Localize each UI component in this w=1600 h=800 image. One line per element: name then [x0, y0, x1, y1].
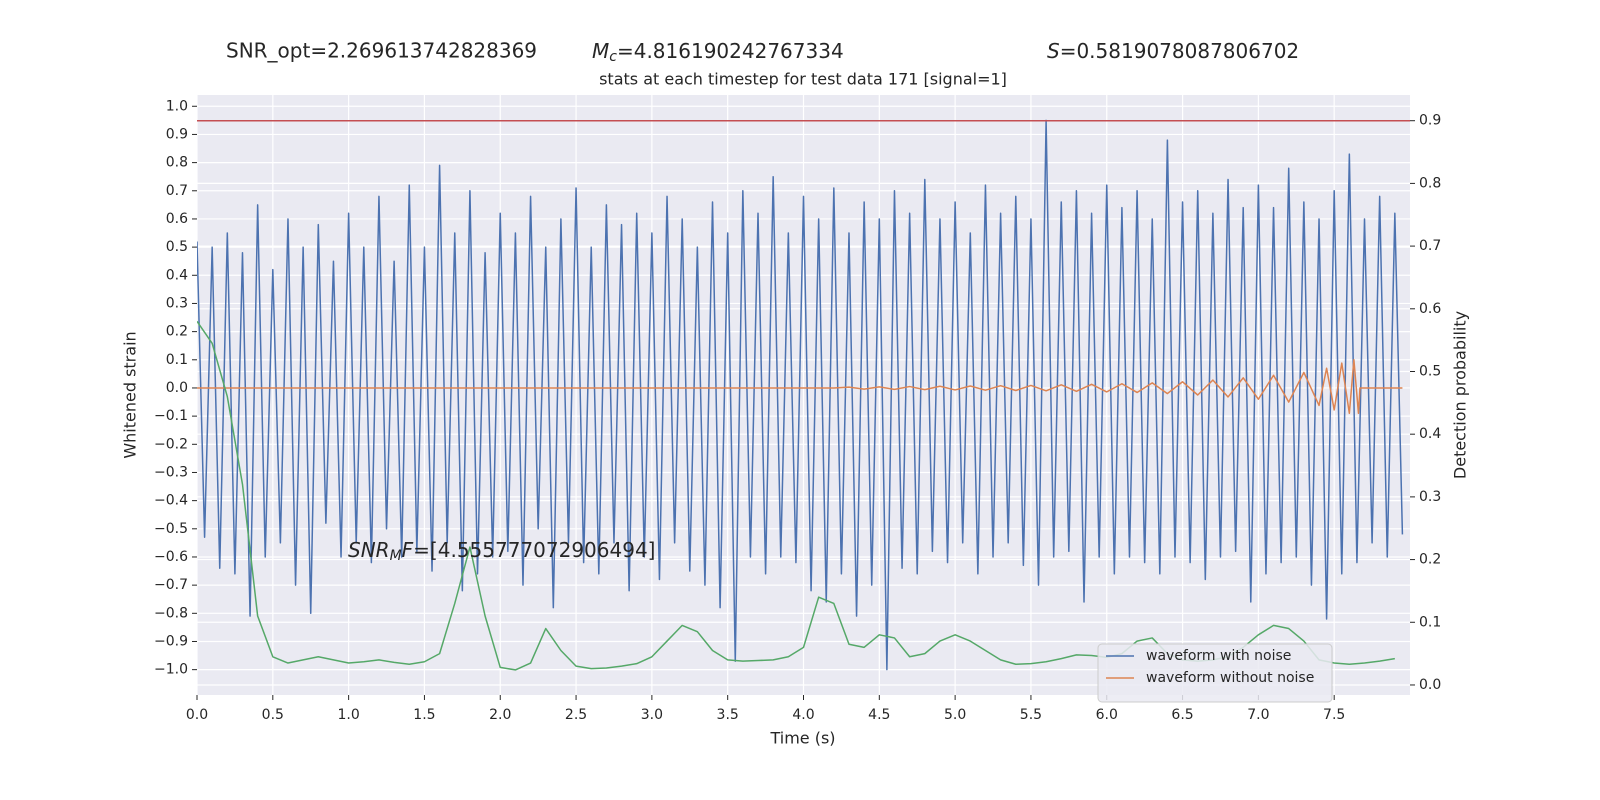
- y-tick-label: 0.1: [166, 352, 188, 368]
- y2-tick-label: 0.2: [1419, 552, 1441, 568]
- y-tick-label: 0.0: [166, 380, 188, 396]
- chirp-mass: Mc=4.816190242767334: [592, 39, 844, 66]
- y-tick-label: 0.8: [166, 155, 188, 171]
- snr-annotation: SNRMF=[4.555777072906494]: [348, 538, 656, 565]
- y2-tick-label: 0.7: [1419, 238, 1441, 254]
- y-tick-label: −0.1: [154, 408, 188, 424]
- x-tick-label: 1.5: [413, 707, 435, 723]
- series-line: [197, 359, 1403, 415]
- y-tick-label: 0.5: [166, 239, 188, 255]
- x-tick-label: 4.5: [868, 707, 890, 723]
- y-tick-label: −1.0: [154, 662, 188, 678]
- x-tick-label: 6.5: [1171, 707, 1193, 723]
- symbol: S: [1047, 39, 1060, 63]
- x-axis-label: Time (s): [769, 729, 835, 748]
- y-tick-label: 0.7: [166, 183, 188, 199]
- y2-tick-label: 0.6: [1419, 301, 1441, 317]
- symbol: M: [592, 39, 609, 63]
- y2-tick-label: 0.0: [1419, 677, 1441, 693]
- y2-axis-label: Detection probability: [1451, 311, 1470, 479]
- snr-opt: SNR_opt=2.269613742828369: [226, 39, 537, 63]
- x-tick-label: 0.0: [186, 707, 208, 723]
- y-tick-label: −0.8: [154, 605, 188, 621]
- value: =[4.555777072906494]: [413, 538, 655, 562]
- y-tick-label: −0.9: [154, 633, 188, 649]
- ticks: 0.0 0.5 1.0 1.5 2.0 2.5 3.0 3.5 4.0 4.5 5.0 5.5 6.0 6…: [154, 98, 1441, 723]
- x-tick-label: 6.0: [1096, 707, 1118, 723]
- y2-tick-label: 0.1: [1419, 614, 1441, 630]
- x-tick-label: 1.0: [337, 707, 359, 723]
- legend-box: [1097, 643, 1333, 703]
- y-axis-label: Whitened strain: [121, 331, 140, 458]
- value: =0.5819078087806702: [1060, 39, 1299, 63]
- y-tick-label: 1.0: [166, 98, 188, 114]
- y2-tick-label: 0.9: [1419, 113, 1441, 129]
- s-value: S=0.5819078087806702: [1047, 39, 1299, 63]
- legend: waveform with noise waveform without nois…: [1097, 643, 1333, 703]
- y-tick-label: 0.6: [166, 211, 188, 227]
- x-tick-label: 0.5: [262, 707, 284, 723]
- x-tick-label: 2.5: [565, 707, 587, 723]
- legend-label: waveform with noise: [1146, 648, 1291, 664]
- x-tick-label: 4.0: [792, 707, 814, 723]
- subscript: c: [609, 49, 617, 65]
- y2-tick-label: 0.5: [1419, 363, 1441, 379]
- y-tick-label: 0.3: [166, 295, 188, 311]
- series-line: [197, 119, 1404, 671]
- x-tick-label: 5.5: [1020, 707, 1042, 723]
- x-tick-label: 7.0: [1247, 707, 1269, 723]
- symbol-rest: F: [402, 538, 414, 562]
- x-tick-label: 3.0: [641, 707, 663, 723]
- subscript: M: [390, 548, 402, 564]
- x-tick-label: 3.5: [717, 707, 739, 723]
- x-tick-label: 2.0: [489, 707, 511, 723]
- y-tick-label: 0.4: [166, 267, 188, 283]
- symbol: SNR: [348, 538, 390, 562]
- y2-tick-label: 0.3: [1419, 489, 1441, 505]
- y2-tick-label: 0.8: [1419, 175, 1441, 191]
- y-tick-label: 0.9: [166, 126, 188, 142]
- y-tick-label: −0.4: [154, 493, 188, 509]
- value: =4.816190242767334: [617, 39, 844, 63]
- legend-label: waveform without noise: [1146, 670, 1314, 686]
- y2-tick-label: 0.4: [1419, 426, 1441, 442]
- x-tick-label: 7.5: [1323, 707, 1345, 723]
- y-tick-label: −0.2: [154, 436, 188, 452]
- x-tick-label: 5.0: [944, 707, 966, 723]
- y-tick-label: −0.6: [154, 549, 188, 565]
- chart-title: stats at each timestep for test data 171…: [599, 70, 1007, 89]
- y-tick-label: −0.3: [154, 464, 188, 480]
- y-tick-label: 0.2: [166, 324, 188, 340]
- y-tick-label: −0.5: [154, 521, 188, 537]
- y-tick-label: −0.7: [154, 577, 188, 593]
